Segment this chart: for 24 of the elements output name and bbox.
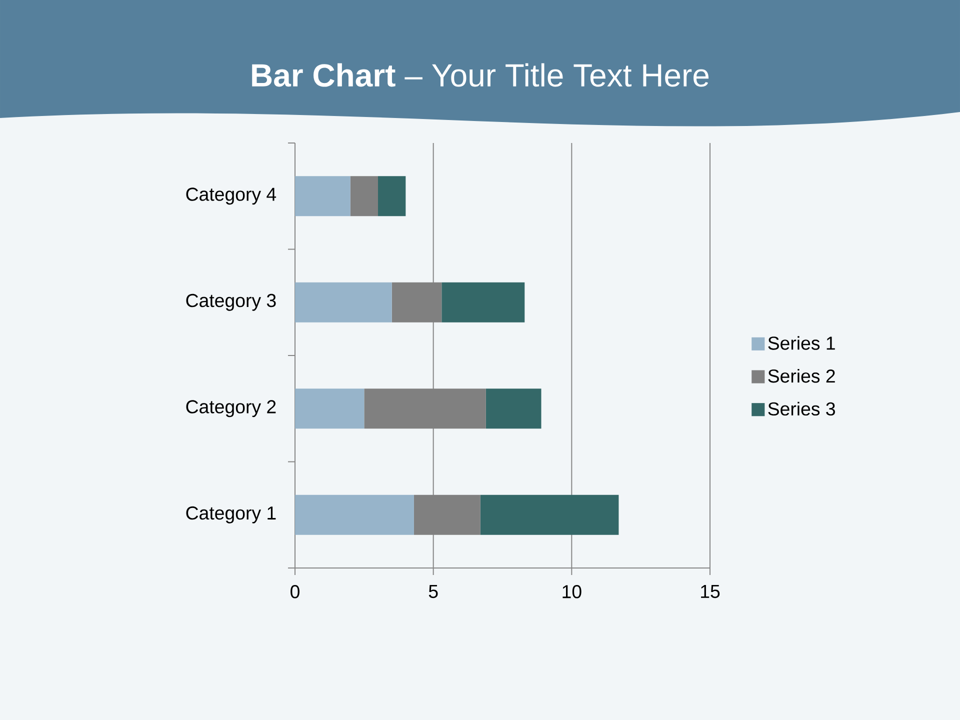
bar: [295, 388, 364, 429]
y-tick-label: Category 4: [186, 188, 276, 205]
legend-label: Series 1: [768, 336, 835, 350]
y-tick-label: Category 3: [186, 294, 276, 311]
bar: [295, 494, 414, 535]
bar: [442, 282, 525, 322]
bar: [486, 388, 542, 429]
x-tick-label: 0: [290, 585, 300, 598]
chart-title: Bar Chart – Your Title Text Here: [252, 63, 709, 87]
bar: [480, 494, 619, 535]
x-tick-label: 10: [562, 585, 582, 598]
bar: [378, 176, 406, 216]
bar: [295, 282, 392, 322]
x-tick-label: 5: [428, 585, 438, 598]
bar: [350, 176, 378, 216]
legend-label: Series 2: [768, 368, 835, 383]
y-tick-label: Category 1: [186, 506, 276, 524]
bar: [364, 388, 486, 429]
legend-label: Series 3: [768, 402, 835, 416]
bar: [414, 494, 480, 535]
x-tick-label: 15: [701, 585, 720, 598]
y-tick-label: Category 2: [186, 400, 276, 418]
bar: [295, 176, 350, 216]
bar: [392, 282, 442, 322]
